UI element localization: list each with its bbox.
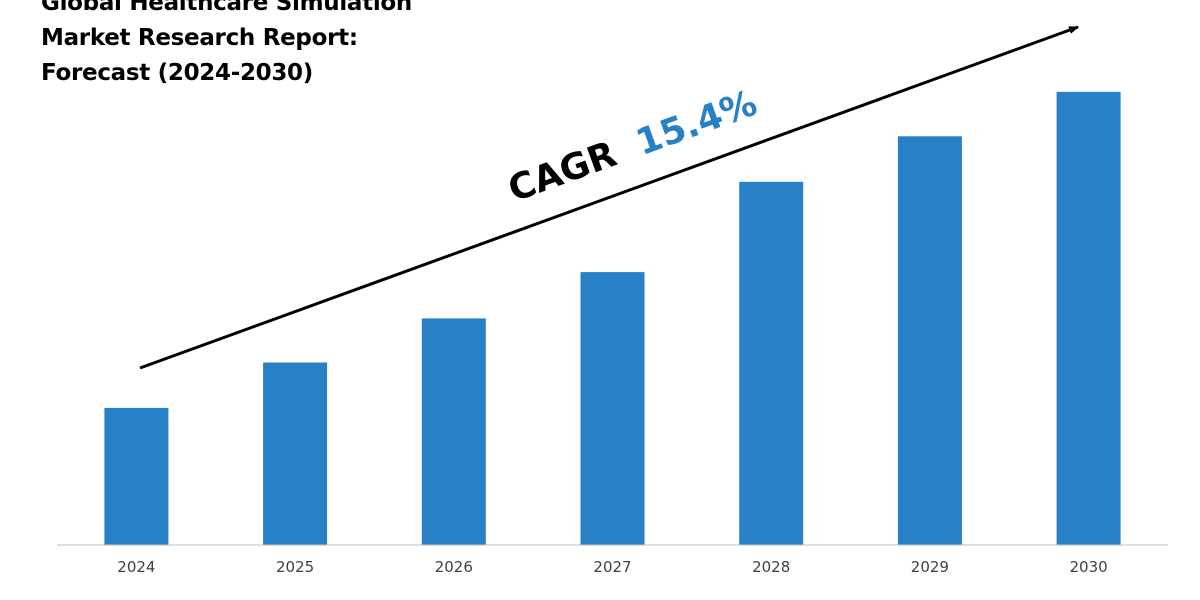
chart-title-line-1: Global Healthcare Simulation (41, 0, 413, 16)
bar-2029 (897, 136, 962, 546)
bar-2028 (739, 181, 804, 546)
bar-2026 (421, 318, 486, 545)
x-tick-labels: 2024 2025 2026 2027 2028 2029 2030 (117, 558, 1107, 576)
bar-2025 (263, 362, 328, 545)
chart-title-line-2: Market Research Report: (41, 25, 358, 51)
bars-group (104, 91, 1121, 546)
chart-title: Global Healthcare Simulation Market Rese… (41, 0, 412, 91)
x-tick-label-2029: 2029 (911, 558, 949, 576)
x-tick-label-2028: 2028 (752, 558, 790, 576)
bar-2030 (1056, 91, 1121, 546)
x-tick-label-2030: 2030 (1070, 558, 1108, 576)
trend-arrow (139, 25, 1079, 370)
bar-2024 (104, 407, 169, 545)
chart-title-line-3: Forecast (2024-2030) (41, 60, 313, 86)
x-tick-label-2026: 2026 (435, 558, 473, 576)
cagr-annotation: CAGR 15.4% (503, 83, 762, 211)
x-tick-label-2025: 2025 (276, 558, 314, 576)
cagr-value: 15.4% (631, 83, 762, 164)
bar-2027 (580, 272, 645, 545)
x-tick-label-2027: 2027 (593, 558, 631, 576)
x-tick-label-2024: 2024 (117, 558, 155, 576)
